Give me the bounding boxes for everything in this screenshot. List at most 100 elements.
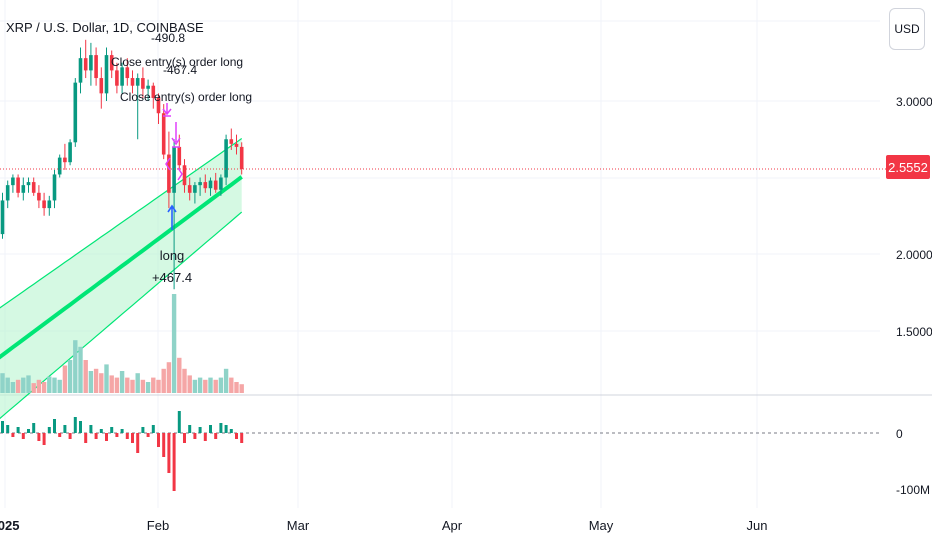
candle-body xyxy=(135,78,140,86)
candle-body xyxy=(198,182,202,186)
oscillator-bar xyxy=(235,433,238,439)
volume-bar xyxy=(73,340,78,393)
candle-body xyxy=(141,78,145,89)
candle-body xyxy=(234,143,239,147)
volume-bar xyxy=(166,362,172,393)
oscillator-bar xyxy=(110,427,114,433)
volume-bar xyxy=(93,368,99,393)
candle-body xyxy=(52,174,57,201)
oscillator-bar xyxy=(203,433,207,441)
volume-bar xyxy=(156,379,161,393)
candle-body xyxy=(83,58,88,71)
candle-body xyxy=(193,185,197,193)
candle-body xyxy=(182,165,187,186)
time-axis-label: 2025 xyxy=(0,518,19,533)
candle-body xyxy=(16,177,20,193)
oscillator-bar xyxy=(162,433,166,457)
volume-bar xyxy=(223,368,229,393)
volume-bar xyxy=(109,375,114,393)
entry-value-label: +467.4 xyxy=(152,270,192,285)
candle-body xyxy=(89,55,93,71)
order2-label: Close entry(s) order long xyxy=(120,90,252,104)
volume-bar xyxy=(140,379,146,393)
candle-body xyxy=(31,182,36,193)
currency-button[interactable]: USD xyxy=(889,8,925,50)
candle-body xyxy=(120,67,124,86)
time-axis-label: Feb xyxy=(147,518,169,533)
candle-body xyxy=(224,139,228,178)
oscillator-bar xyxy=(136,433,140,453)
oscillator-bar xyxy=(146,433,150,437)
volume-bar xyxy=(208,377,213,393)
candle-body xyxy=(73,82,78,143)
oscillator-bar xyxy=(84,433,88,443)
volume-bar xyxy=(135,373,140,393)
oscillator-bar xyxy=(188,425,192,433)
candles xyxy=(0,39,244,290)
volume-bar xyxy=(234,382,239,393)
band-middle-line xyxy=(0,175,243,360)
volume-bar xyxy=(26,375,31,393)
volume-bar xyxy=(36,379,42,393)
oscillator-bar xyxy=(229,429,233,433)
oscillator-bar xyxy=(224,425,228,433)
oscillator-bar xyxy=(214,433,218,439)
exit-marker-icon xyxy=(162,103,172,117)
volume-bar xyxy=(130,379,135,393)
chart-title: XRP / U.S. Dollar, 1D, COINBASE xyxy=(6,20,204,35)
volume-bar xyxy=(151,377,156,393)
oscillator-bar xyxy=(89,425,93,433)
oscillator-bar xyxy=(209,425,212,433)
candle-body xyxy=(187,185,192,193)
oscillator-bar xyxy=(240,433,244,443)
volume-bar xyxy=(213,379,218,393)
volume-bar xyxy=(218,377,224,393)
volume-bar xyxy=(192,379,198,393)
oscillator-bar xyxy=(58,433,62,437)
candle-body xyxy=(219,177,223,190)
oscillator-bar xyxy=(172,433,176,491)
oscillator-bar xyxy=(42,433,46,445)
oscillator-bar xyxy=(177,411,181,433)
price-tick-label: 3.0000 xyxy=(896,95,932,109)
volume-bar xyxy=(187,375,192,393)
candle-body xyxy=(109,55,114,71)
oscillator-bar xyxy=(198,427,202,433)
oscillator-bar xyxy=(125,433,129,439)
oscillator-bar xyxy=(120,429,124,433)
oscillator-bar xyxy=(79,421,82,433)
oscillator-tick-label: 0 xyxy=(896,427,903,441)
oscillator-bar xyxy=(141,427,145,433)
volume-bar xyxy=(197,377,203,393)
volume-bar xyxy=(62,365,68,393)
time-axis-label: May xyxy=(589,518,614,533)
candle-body xyxy=(63,157,67,163)
volume-bar xyxy=(41,382,47,393)
volume-bar xyxy=(5,377,10,393)
oscillator-bar xyxy=(151,425,155,433)
oscillator-bar xyxy=(94,433,98,439)
volume-bar xyxy=(10,382,16,393)
candle-body xyxy=(57,157,62,175)
volume-bar xyxy=(78,346,83,393)
candle-body xyxy=(37,192,41,201)
exit-marker-icon xyxy=(171,122,181,148)
order1-label: Close entry(s) order long xyxy=(111,55,243,69)
candle-body xyxy=(78,58,83,83)
current-price-label: 2.5552 xyxy=(886,155,930,179)
candle-body xyxy=(203,182,208,189)
candle-body xyxy=(239,146,244,170)
oscillator-bar xyxy=(167,433,171,473)
oscillator-bars xyxy=(1,411,244,491)
candle-body xyxy=(229,139,234,144)
candle-body xyxy=(130,78,135,86)
oscillator-bar xyxy=(193,433,197,439)
candle-body xyxy=(26,182,31,186)
candle-body xyxy=(125,67,130,79)
candle-body xyxy=(5,185,10,201)
candle-body xyxy=(42,200,46,209)
oscillator-bar xyxy=(68,433,72,439)
candle-body xyxy=(104,55,109,94)
candle-body xyxy=(99,78,104,94)
